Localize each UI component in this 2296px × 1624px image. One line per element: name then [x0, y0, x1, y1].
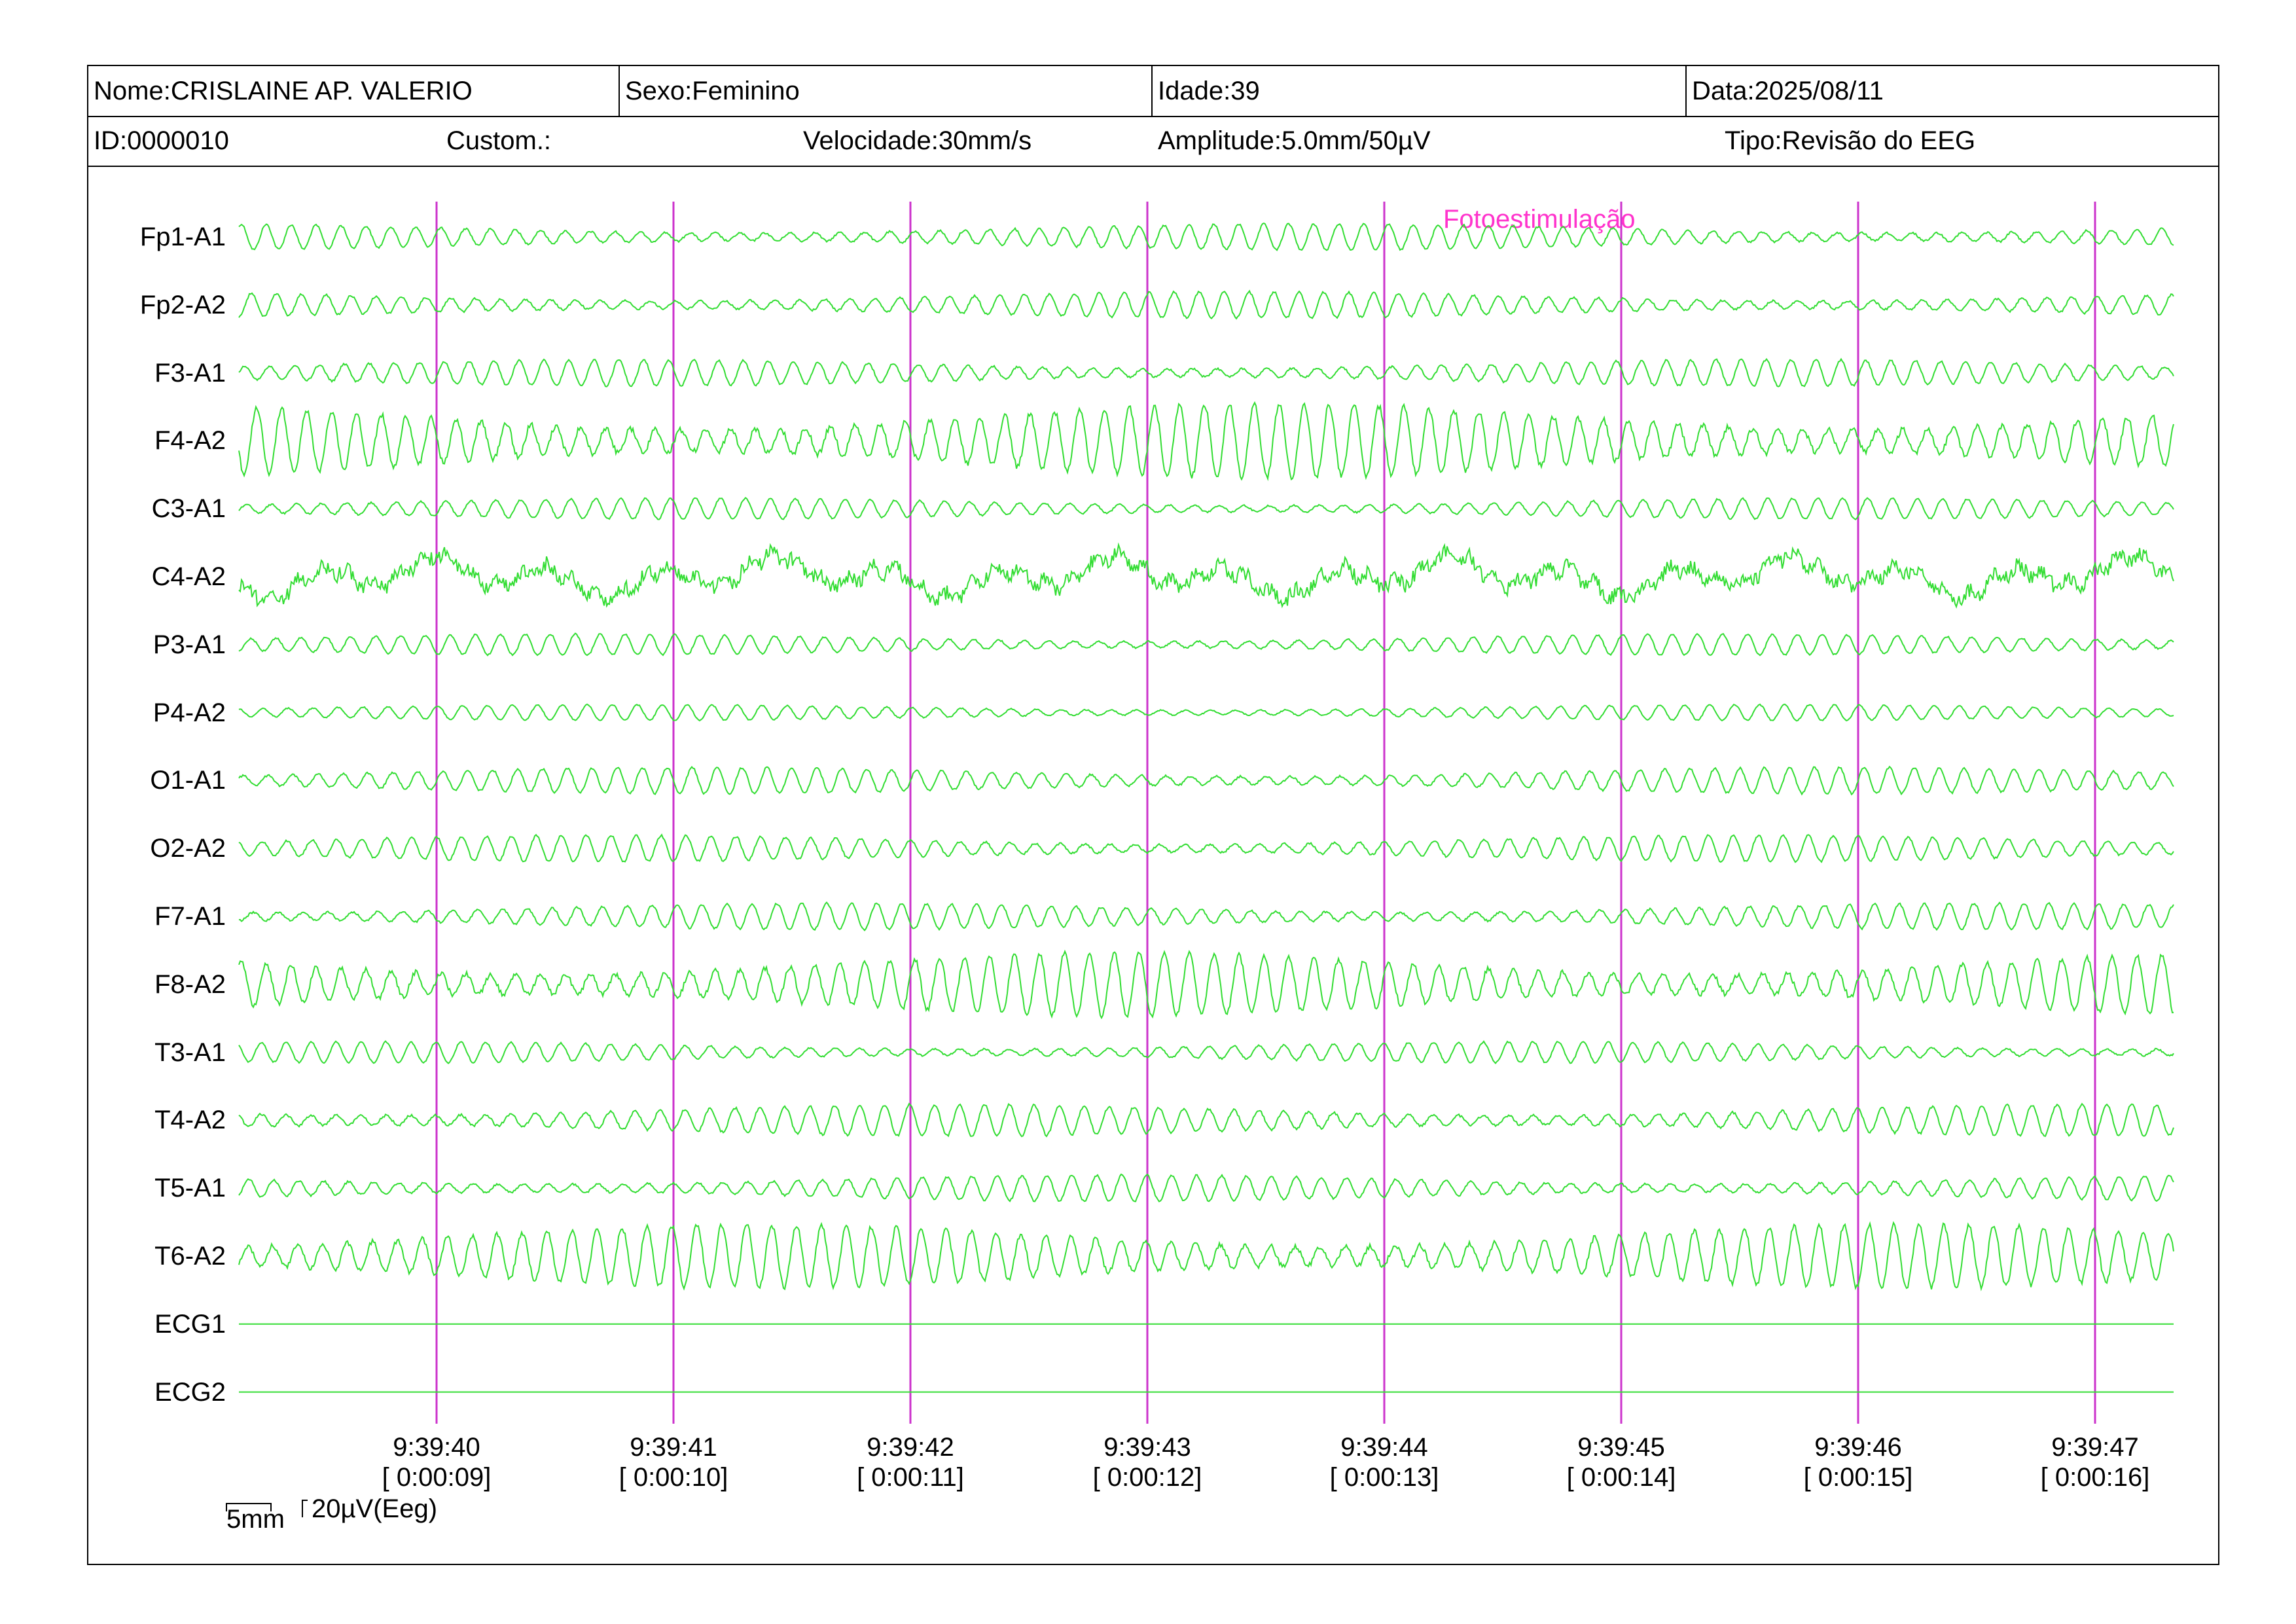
time-scale-bracket	[226, 1503, 272, 1511]
time-stamp-elapsed: [ 0:00:12]	[1092, 1463, 1202, 1492]
channel-trace-f3-a1	[238, 357, 2174, 388]
channel-label: T3-A1	[154, 1038, 226, 1067]
channel-trace-f8-a2	[238, 949, 2174, 1020]
time-stamp-elapsed: [ 0:00:15]	[1803, 1463, 1913, 1492]
custom-field: Custom.:	[446, 126, 552, 155]
time-stamp: 9:39:46[ 0:00:15]	[1773, 1432, 1943, 1492]
time-stamp-clock: 9:39:43	[1103, 1433, 1191, 1462]
patient-sex: Sexo:Feminino	[625, 77, 800, 105]
channel-label: F3-A1	[154, 358, 226, 388]
time-stamp: 9:39:44[ 0:00:13]	[1299, 1432, 1469, 1492]
patient-age: Idade:39	[1158, 77, 1260, 105]
header-divider	[1685, 66, 1687, 116]
time-stamp-elapsed: [ 0:00:14]	[1566, 1463, 1676, 1492]
time-stamp-elapsed: [ 0:00:11]	[857, 1463, 964, 1492]
channel-trace-p3-a1	[238, 632, 2174, 657]
channel-label: P4-A2	[152, 698, 226, 727]
exam-type: Tipo:Revisão do EEG	[1725, 126, 1976, 155]
time-stamp: 9:39:45[ 0:00:14]	[1536, 1432, 1706, 1492]
time-stamp-elapsed: [ 0:00:13]	[1329, 1463, 1439, 1492]
patient-name: Nome:CRISLAINE AP. VALERIO	[94, 77, 473, 105]
channel-label: T5-A1	[154, 1174, 226, 1203]
channel-trace-c3-a1	[238, 497, 2174, 520]
time-stamp-elapsed: [ 0:00:16]	[2040, 1463, 2150, 1492]
channel-label: F7-A1	[154, 902, 226, 931]
channel-label: O2-A2	[150, 834, 226, 863]
channel-label: T6-A2	[154, 1242, 226, 1271]
channel-label: T4-A2	[154, 1106, 226, 1135]
time-stamp: 9:39:41[ 0:00:10]	[588, 1432, 759, 1492]
channel-trace-t4-a2	[238, 1102, 2174, 1138]
channel-trace-fp2-a2	[238, 289, 2174, 320]
channel-trace-c4-a2	[238, 542, 2174, 609]
time-stamp-clock: 9:39:40	[393, 1433, 480, 1462]
channel-label: Fp2-A2	[139, 290, 226, 319]
photostimulation-annotation: Fotoestimulação	[1443, 205, 1635, 234]
time-stamp: 9:39:42[ 0:00:11]	[825, 1432, 996, 1492]
time-stamp-clock: 9:39:44	[1340, 1433, 1428, 1462]
amplitude-setting: Amplitude:5.0mm/50µV	[1158, 126, 1431, 155]
exam-date: Data:2025/08/11	[1692, 77, 1884, 105]
channel-trace-t5-a1	[238, 1173, 2174, 1202]
channel-trace-t6-a2	[238, 1221, 2174, 1291]
time-stamp-clock: 9:39:47	[2051, 1433, 2139, 1462]
patient-id: ID:0000010	[94, 126, 229, 155]
time-stamp-elapsed: [ 0:00:09]	[382, 1463, 492, 1492]
channel-trace-t3-a1	[238, 1040, 2174, 1064]
channel-label: P3-A1	[152, 630, 226, 659]
time-stamp-clock: 9:39:45	[1577, 1433, 1665, 1462]
channel-label: O1-A1	[150, 766, 226, 795]
channel-label: C4-A2	[151, 562, 226, 591]
time-stamp-elapsed: [ 0:00:10]	[619, 1463, 728, 1492]
amplitude-scale-bracket	[302, 1500, 308, 1517]
time-stamp: 9:39:43[ 0:00:12]	[1062, 1432, 1232, 1492]
header-divider	[619, 66, 620, 116]
header-row-1: Nome:CRISLAINE AP. VALERIO Sexo:Feminino…	[88, 66, 2218, 117]
header-divider	[1151, 66, 1153, 116]
amplitude-scale-label: 20µV(Eeg)	[312, 1494, 438, 1523]
time-stamp: 9:39:40[ 0:00:09]	[351, 1432, 522, 1492]
channel-label: F4-A2	[154, 426, 226, 456]
time-scale-label: 5mm	[226, 1505, 285, 1534]
eeg-report-frame: Nome:CRISLAINE AP. VALERIO Sexo:Feminino…	[87, 65, 2219, 1565]
channel-label: F8-A2	[154, 969, 226, 999]
time-stamp-clock: 9:39:41	[630, 1433, 717, 1462]
time-stamp-clock: 9:39:42	[867, 1433, 954, 1462]
header-row-2: ID:0000010 Custom.: Velocidade:30mm/s Am…	[88, 116, 2218, 167]
time-stamp-clock: 9:39:46	[1814, 1433, 1902, 1462]
channel-trace-p4-a2	[238, 703, 2174, 722]
time-stamp: 9:39:47[ 0:00:16]	[2010, 1432, 2180, 1492]
speed-setting: Velocidade:30mm/s	[803, 126, 1032, 155]
channel-trace-f4-a2	[238, 401, 2174, 482]
channel-label: ECG1	[154, 1309, 226, 1339]
channel-label: Fp1-A1	[139, 223, 226, 251]
channel-label: ECG2	[154, 1377, 226, 1407]
channel-trace-o1-a1	[238, 765, 2174, 796]
channel-label: C3-A1	[151, 494, 226, 524]
channel-trace-o2-a2	[238, 833, 2174, 863]
channel-trace-f7-a1	[238, 901, 2174, 931]
channel-trace-fp1-a1	[238, 222, 2174, 251]
